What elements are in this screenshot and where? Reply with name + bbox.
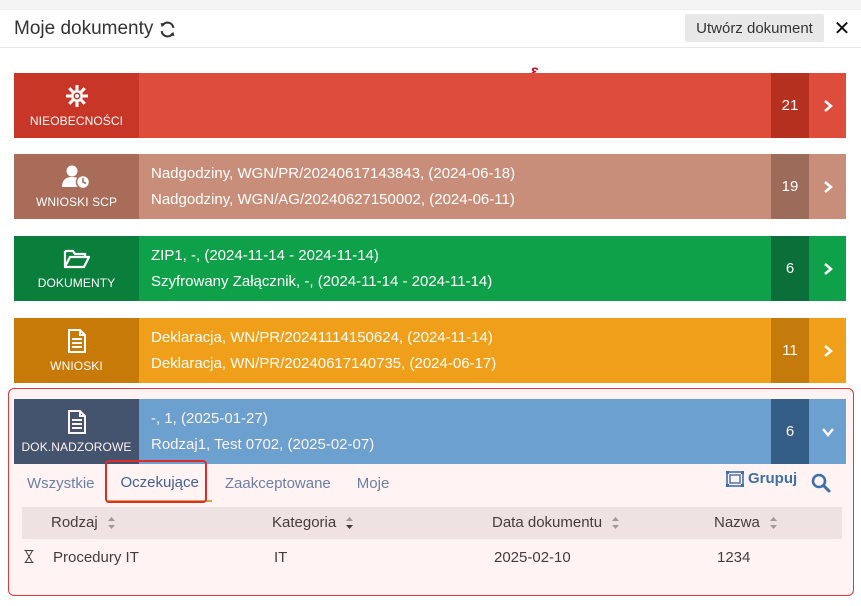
tile-count: 6 [771,399,809,464]
tile-body: -, 1, (2025-01-27) Rodzaj1, Test 0702, (… [139,399,771,464]
tile-line-1: Nadgodziny, WGN/PR/20240617143843, (2024… [151,164,516,182]
tile-line-2: Rodzaj1, Test 0702, (2025-02-07) [151,435,375,453]
close-icon[interactable]: ✕ [833,17,851,40]
gear-icon [65,84,88,107]
document-icon [67,328,86,353]
tile-wnioski-scp[interactable]: WNIOSKI SCP Nadgodziny, WGN/PR/202406171… [14,154,846,219]
tile-line-2: Deklaracja, WN/PR/20240617140735, (2024-… [151,354,497,372]
cell-nazwa: 1234 [717,549,751,566]
tile-line-1: ZIP1, -, (2024-11-14 - 2024-11-14) [151,246,379,264]
column-label: Rodzaj [51,514,98,531]
tile-body [139,73,771,138]
group-button[interactable]: Grupuj [726,470,797,487]
chevron-right-icon[interactable] [809,236,846,301]
tab-oczekujace[interactable]: Oczekujące [107,464,212,502]
tile-line-1: Deklaracja, WN/PR/20241114150624, (2024-… [151,328,493,346]
cell-data: 2025-02-10 [494,549,571,566]
cell-kategoria: IT [274,549,288,566]
sort-icon [769,516,777,529]
column-header-data[interactable]: Data dokumentu [492,514,620,531]
page-title-text: Moje dokumenty [14,18,154,39]
tab-wszystkie[interactable]: Wszystkie [27,474,95,492]
sort-icon [107,516,115,529]
refresh-icon[interactable] [159,21,176,38]
tile-body: ZIP1, -, (2024-11-14 - 2024-11-14) Szyfr… [139,236,771,301]
search-icon[interactable] [811,473,831,498]
chevron-right-icon[interactable] [809,73,846,138]
tile-body: Deklaracja, WN/PR/20241114150624, (2024-… [139,318,771,383]
group-icon [726,470,744,487]
document-icon [67,409,86,434]
page-title: Moje dokumenty [14,18,176,40]
sort-icon [612,516,620,529]
tile-body: Nadgodziny, WGN/PR/20240617143843, (2024… [139,154,771,219]
chevron-down-icon[interactable] [809,399,846,464]
expanded-panel: Wszystkie Oczekujące Zaakceptowane Moje … [14,464,846,592]
tile-label: DOKUMENTY [37,275,116,290]
tile-label: WNIOSKI SCP [35,194,118,209]
tile-header: DOK.NADZOROWE [14,399,139,464]
group-label: Grupuj [748,470,798,487]
tile-label: DOK.NADZOROWE [21,439,132,454]
tile-header: WNIOSKI [14,318,139,383]
tile-label: NIEOBECNOŚCI [29,113,124,128]
tile-count: 19 [771,154,809,219]
cursor-marker-icon: ɛ [531,63,539,80]
column-label: Nazwa [714,514,760,531]
column-label: Data dokumentu [492,514,603,531]
column-header-rodzaj[interactable]: Rodzaj [51,514,116,531]
column-header-nazwa[interactable]: Nazwa [714,514,778,531]
tile-line-2: Szyfrowany Załącznik, -, (2024-11-14 - 2… [151,272,493,290]
create-document-button[interactable]: Utwórz dokument [685,14,824,42]
tile-dokumenty[interactable]: DOKUMENTY ZIP1, -, (2024-11-14 - 2024-11… [14,236,846,301]
tile-header: NIEOBECNOŚCI [14,73,139,138]
tab-zaakceptowane[interactable]: Zaakceptowane [224,474,331,492]
tab-moje[interactable]: Moje [356,474,390,492]
tile-count: 6 [771,236,809,301]
tile-header: DOKUMENTY [14,236,139,301]
table-row[interactable]: Procedury IT IT 2025-02-10 1234 [22,541,842,573]
folder-open-icon [63,249,90,268]
column-label: Kategoria [272,514,337,531]
sort-icon [346,516,354,529]
window-header: Moje dokumenty Utwórz dokument ✕ [0,10,861,48]
cell-rodzaj: Procedury IT [53,549,139,566]
tile-nieobecnosci[interactable]: NIEOBECNOŚCI 21 [14,73,846,138]
user-clock-icon [61,165,90,189]
column-header-kategoria[interactable]: Kategoria [272,514,354,531]
chevron-right-icon[interactable] [809,154,846,219]
top-strip [0,0,861,10]
tile-header: WNIOSKI SCP [14,154,139,219]
tile-count: 21 [771,73,809,138]
chevron-right-icon[interactable] [809,318,846,383]
tile-dok-nadzorowe[interactable]: DOK.NADZOROWE -, 1, (2025-01-27) Rodzaj1… [14,399,846,464]
tile-wnioski[interactable]: WNIOSKI Deklaracja, WN/PR/20241114150624… [14,318,846,383]
hourglass-icon [24,550,34,563]
tile-line-1: -, 1, (2025-01-27) [151,409,268,427]
tile-count: 11 [771,318,809,383]
tile-label: WNIOSKI [50,358,103,373]
tile-line-2: Nadgodziny, WGN/AG/20240627150002, (2024… [151,190,515,208]
table-header: Rodzaj Kategoria Data dokumentu Nazwa [22,507,842,539]
tab-bar: Wszystkie Oczekujące Zaakceptowane Moje [14,464,846,502]
